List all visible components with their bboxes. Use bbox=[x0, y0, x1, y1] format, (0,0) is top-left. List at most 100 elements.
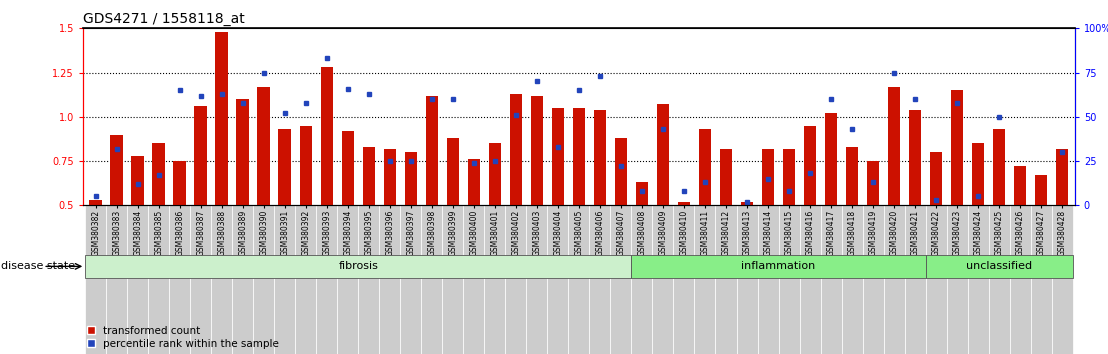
Bar bbox=[782, 149, 796, 205]
Bar bbox=[845, 147, 859, 205]
Bar bbox=[761, 149, 774, 205]
Bar bbox=[341, 131, 355, 205]
Bar bbox=[589, 205, 611, 354]
Bar bbox=[191, 205, 212, 354]
Bar bbox=[862, 205, 883, 354]
Bar bbox=[505, 205, 526, 354]
Bar bbox=[803, 126, 817, 205]
Bar bbox=[547, 205, 568, 354]
Bar bbox=[379, 205, 400, 354]
Bar bbox=[320, 67, 334, 205]
Bar bbox=[552, 108, 564, 205]
Bar bbox=[510, 94, 522, 205]
Bar bbox=[404, 152, 417, 205]
Bar bbox=[951, 90, 964, 205]
Bar bbox=[716, 205, 737, 354]
Bar bbox=[254, 205, 275, 354]
Bar bbox=[824, 113, 838, 205]
Bar bbox=[90, 200, 102, 205]
Bar bbox=[275, 205, 296, 354]
Bar bbox=[946, 205, 967, 354]
Bar bbox=[442, 205, 463, 354]
Bar bbox=[127, 205, 148, 354]
Bar bbox=[1051, 205, 1073, 354]
Bar bbox=[573, 108, 585, 205]
Bar bbox=[594, 110, 606, 205]
Bar bbox=[1014, 166, 1026, 205]
Bar bbox=[468, 159, 480, 205]
Text: inflammation: inflammation bbox=[741, 261, 815, 272]
Bar bbox=[568, 205, 589, 354]
Text: GDS4271 / 1558118_at: GDS4271 / 1558118_at bbox=[83, 12, 245, 26]
Bar bbox=[484, 205, 505, 354]
Bar bbox=[383, 149, 397, 205]
Bar bbox=[657, 104, 669, 205]
Bar bbox=[233, 205, 254, 354]
Bar bbox=[531, 96, 543, 205]
Bar bbox=[741, 202, 753, 205]
Bar bbox=[296, 205, 316, 354]
Text: unclassified: unclassified bbox=[966, 261, 1033, 272]
Bar bbox=[400, 205, 421, 354]
Bar bbox=[800, 205, 821, 354]
Bar bbox=[526, 205, 547, 354]
Bar bbox=[358, 205, 379, 354]
Bar bbox=[925, 205, 946, 354]
Bar bbox=[111, 135, 123, 205]
Bar bbox=[463, 205, 484, 354]
Bar bbox=[611, 205, 632, 354]
FancyBboxPatch shape bbox=[85, 255, 632, 278]
Bar bbox=[362, 147, 376, 205]
Bar bbox=[447, 138, 459, 205]
Bar bbox=[299, 126, 312, 205]
Bar bbox=[779, 205, 800, 354]
Text: fibrosis: fibrosis bbox=[338, 261, 378, 272]
Bar bbox=[1030, 205, 1051, 354]
FancyBboxPatch shape bbox=[925, 255, 1073, 278]
Legend: transformed count, percentile rank within the sample: transformed count, percentile rank withi… bbox=[89, 326, 279, 349]
Bar bbox=[153, 143, 165, 205]
Bar bbox=[132, 156, 144, 205]
Bar bbox=[699, 129, 711, 205]
Bar bbox=[85, 205, 106, 354]
Bar bbox=[653, 205, 674, 354]
Bar bbox=[636, 182, 648, 205]
Bar bbox=[316, 205, 337, 354]
Bar bbox=[967, 205, 988, 354]
Bar bbox=[489, 143, 501, 205]
Bar bbox=[720, 149, 732, 205]
Bar bbox=[1009, 205, 1030, 354]
Bar bbox=[758, 205, 779, 354]
Bar bbox=[106, 205, 127, 354]
Bar bbox=[842, 205, 862, 354]
Bar bbox=[212, 205, 233, 354]
Bar bbox=[678, 202, 690, 205]
Bar bbox=[632, 205, 653, 354]
Bar bbox=[988, 205, 1009, 354]
Bar bbox=[236, 99, 249, 205]
Bar bbox=[194, 106, 207, 205]
Bar bbox=[421, 205, 442, 354]
Bar bbox=[337, 205, 358, 354]
Bar bbox=[866, 161, 880, 205]
Bar bbox=[904, 205, 925, 354]
Bar bbox=[888, 87, 901, 205]
Bar bbox=[909, 110, 922, 205]
Bar bbox=[425, 96, 438, 205]
Bar bbox=[215, 32, 228, 205]
Bar bbox=[174, 161, 186, 205]
Bar bbox=[615, 138, 627, 205]
Bar bbox=[278, 129, 291, 205]
Bar bbox=[170, 205, 191, 354]
Bar bbox=[148, 205, 170, 354]
Bar bbox=[930, 152, 943, 205]
Bar bbox=[972, 143, 984, 205]
Text: disease state: disease state bbox=[1, 261, 75, 271]
FancyBboxPatch shape bbox=[632, 255, 925, 278]
Bar bbox=[1035, 175, 1047, 205]
Bar bbox=[821, 205, 842, 354]
Bar bbox=[883, 205, 904, 354]
Bar bbox=[1056, 149, 1068, 205]
Bar bbox=[695, 205, 716, 354]
Bar bbox=[737, 205, 758, 354]
